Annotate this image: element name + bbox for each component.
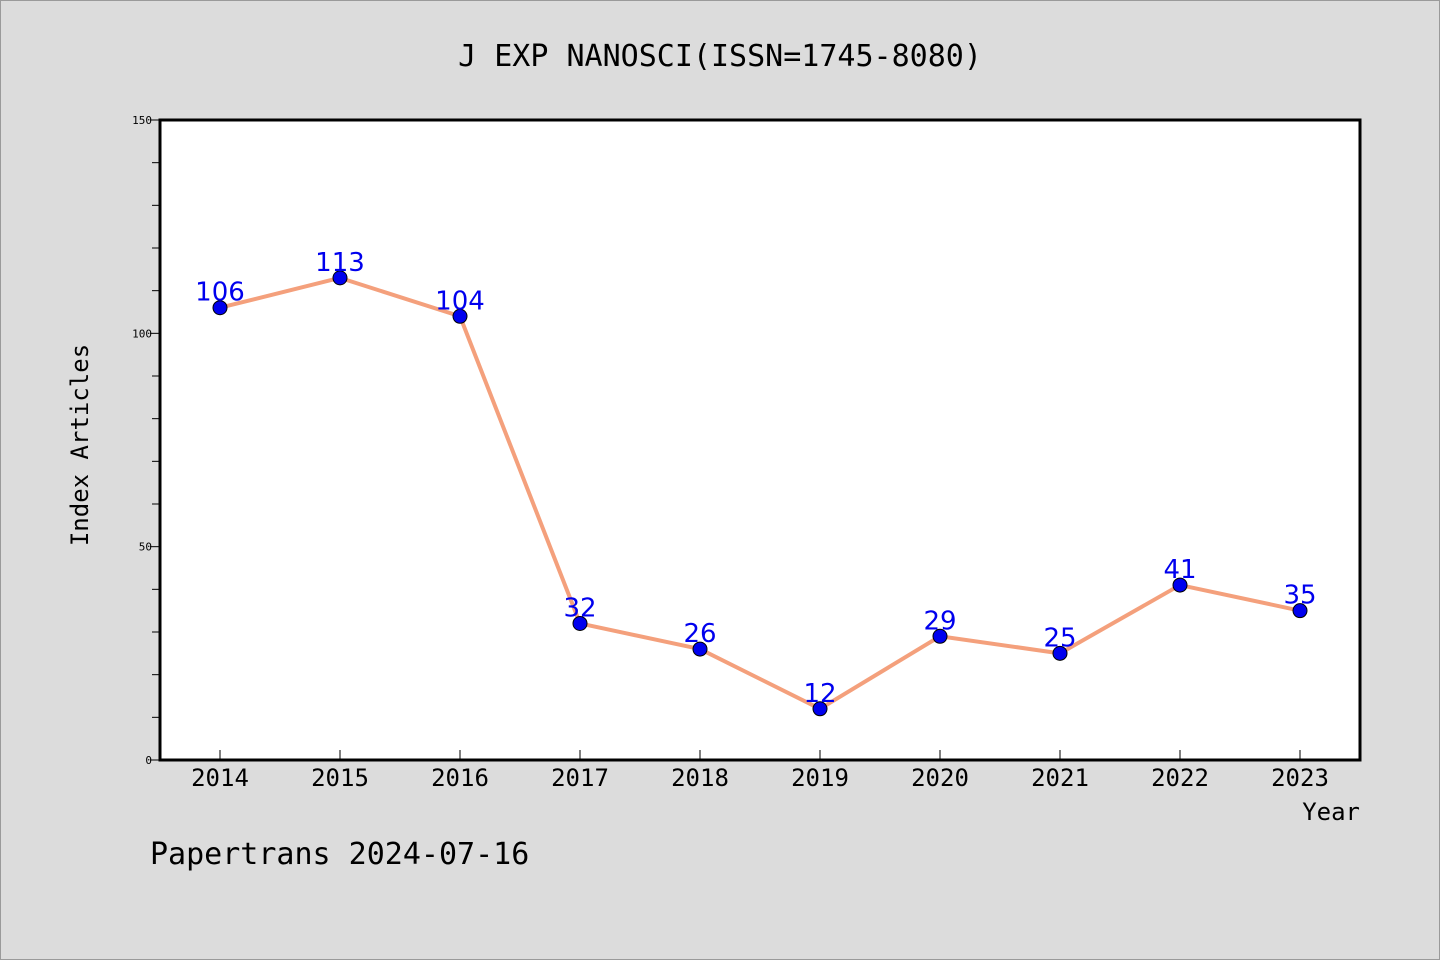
y-tick-label: 150 <box>132 114 152 127</box>
data-label: 26 <box>683 619 716 649</box>
series-polyline <box>219 275 1301 711</box>
chart-title: J EXP NANOSCI(ISSN=1745-8080) <box>458 39 982 74</box>
data-label: 41 <box>1163 555 1196 585</box>
series-line <box>219 275 1301 711</box>
x-tick-label: 2014 <box>191 764 249 792</box>
data-point <box>1052 645 1068 661</box>
data-point <box>932 628 948 644</box>
y-tick-label: 100 <box>132 327 152 340</box>
data-label: 12 <box>803 679 836 709</box>
data-point <box>332 270 348 286</box>
x-tick-label: 2016 <box>431 764 489 792</box>
data-label: 106 <box>195 278 245 308</box>
data-point <box>572 615 588 631</box>
data-points <box>212 270 1308 717</box>
y-axis-title: Index Articles <box>66 344 94 546</box>
x-tick-label: 2015 <box>311 764 369 792</box>
data-point <box>812 701 828 717</box>
footer-credit: Papertrans 2024-07-16 <box>150 837 529 872</box>
x-tick-label: 2021 <box>1031 764 1089 792</box>
data-point <box>1292 603 1308 619</box>
data-label: 113 <box>315 248 365 278</box>
data-point <box>1172 577 1188 593</box>
data-label: 32 <box>563 593 596 623</box>
x-tick-label: 2019 <box>791 764 849 792</box>
x-tick-label: 2022 <box>1151 764 1209 792</box>
data-label: 25 <box>1043 623 1076 653</box>
x-tick-label: 2018 <box>671 764 729 792</box>
data-label: 104 <box>435 286 485 316</box>
data-label: 29 <box>923 606 956 636</box>
data-label: 35 <box>1283 581 1316 611</box>
x-tick-label: 2017 <box>551 764 609 792</box>
y-tick-label: 50 <box>139 541 152 554</box>
plot-area <box>158 118 1362 762</box>
data-point <box>212 300 228 316</box>
x-tick-label: 2020 <box>911 764 969 792</box>
data-point <box>692 641 708 657</box>
data-labels: 106 113 104 32 26 12 29 25 41 35 <box>195 248 1316 709</box>
y-axis: 0 50 100 150 <box>132 114 160 767</box>
x-axis: 2014 2015 2016 2017 2018 2019 2020 2021 2022 2023 <box>191 750 1329 792</box>
y-tick-label: 0 <box>145 754 152 767</box>
x-axis-title: Year <box>1302 798 1360 826</box>
x-tick-label: 2023 <box>1271 764 1329 792</box>
data-point <box>452 308 468 324</box>
